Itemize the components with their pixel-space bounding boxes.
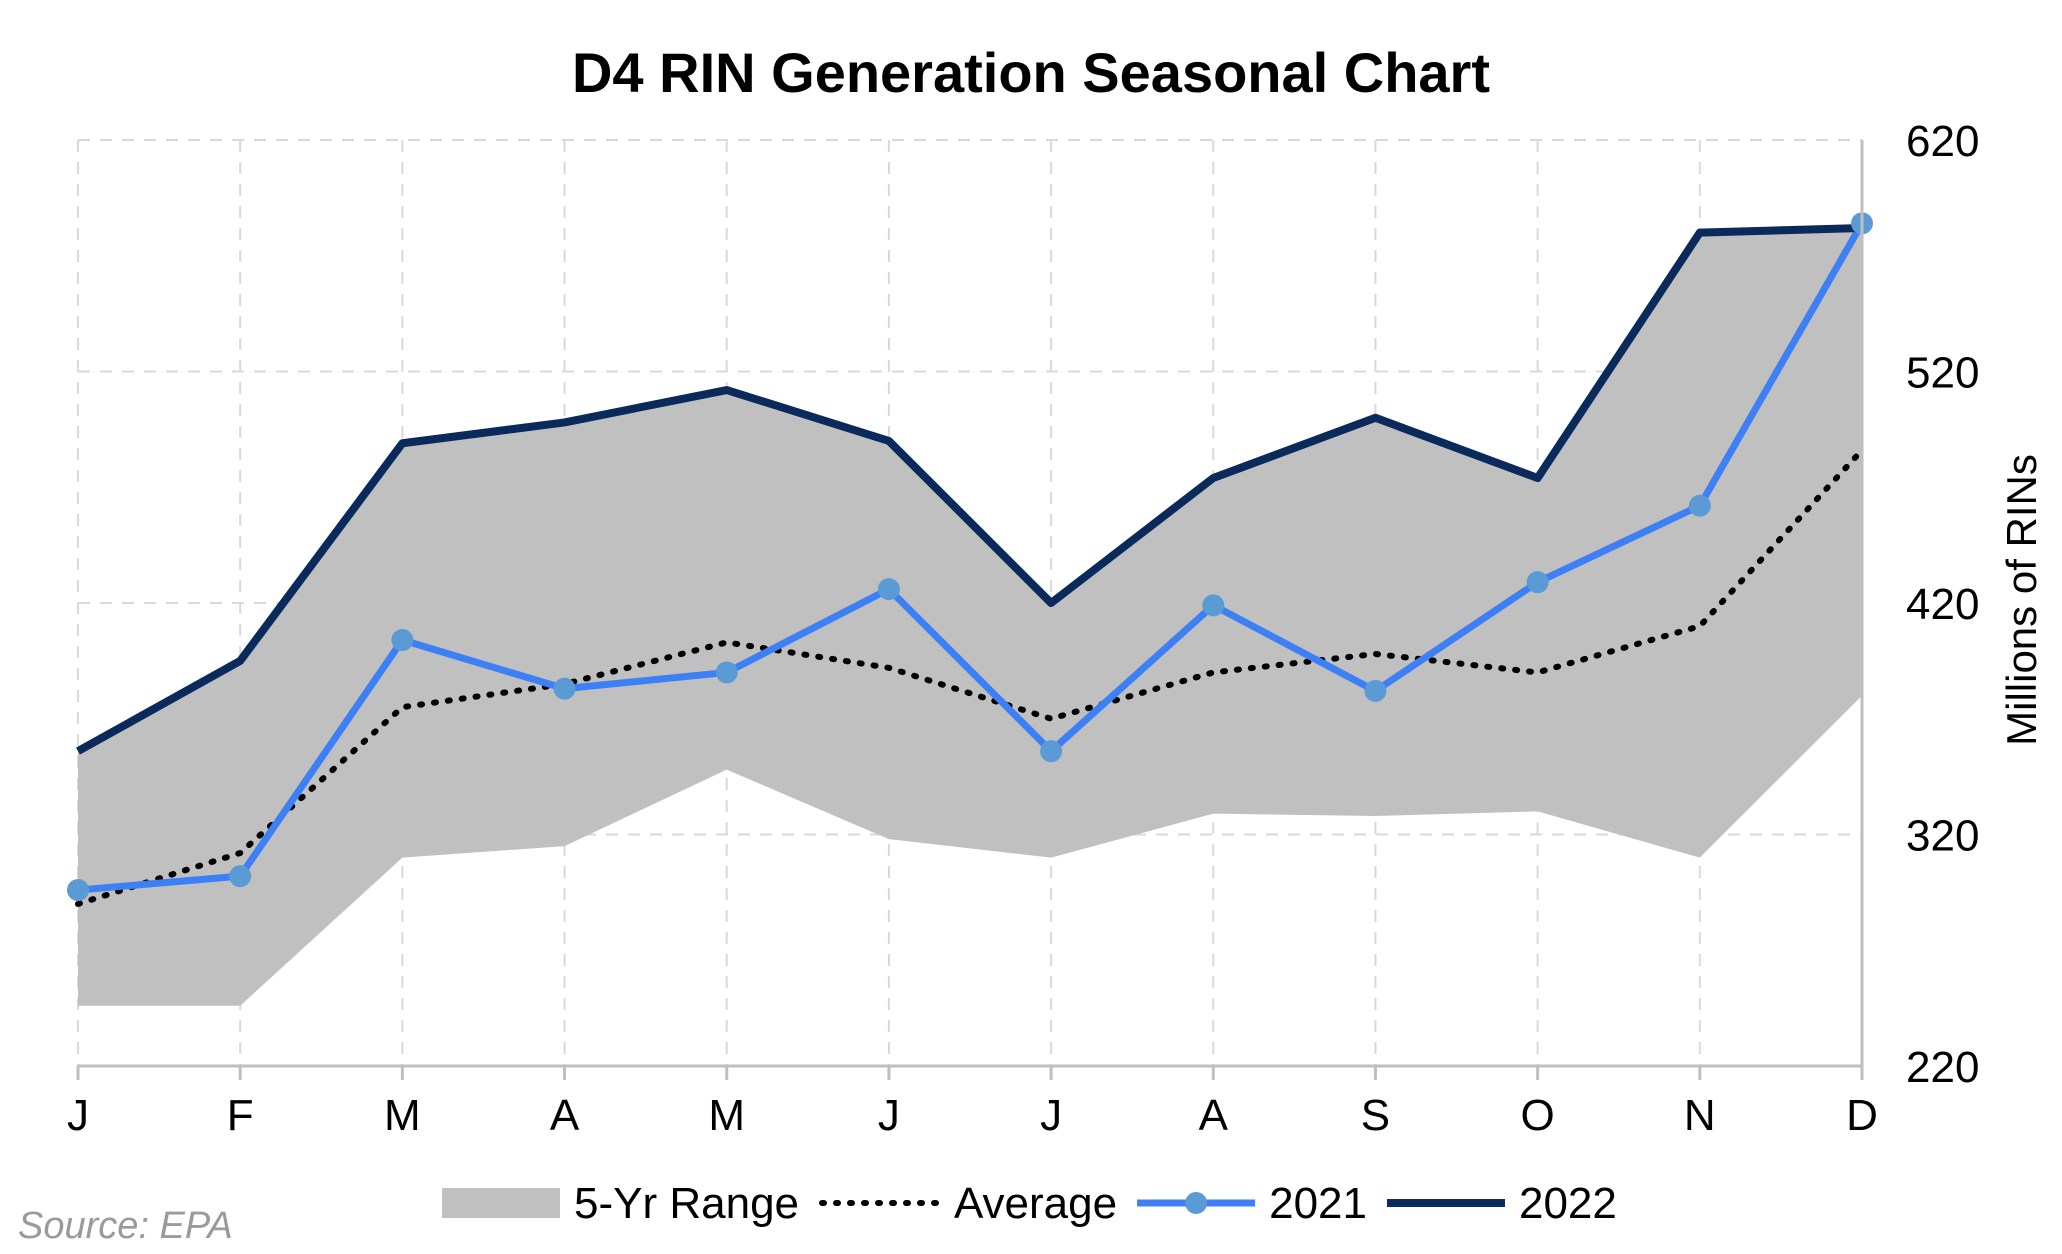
data-point-2021 — [553, 677, 576, 700]
data-point-2021 — [391, 629, 414, 652]
data-point-2021 — [877, 578, 900, 601]
data-point-2021 — [1364, 679, 1387, 702]
series-line-2022 — [76, 223, 1863, 755]
legend-label-2022: 2022 — [1519, 1179, 1617, 1228]
data-point-2021 — [1040, 740, 1063, 763]
series-line-2021 — [77, 221, 1866, 894]
y-tick-label: 220 — [1906, 1043, 1979, 1092]
data-point-2021 — [1526, 571, 1549, 594]
y-tick-label: 320 — [1906, 812, 1979, 861]
data-point-2021 — [1202, 594, 1225, 617]
range-area — [78, 227, 1862, 1006]
legend-marker-2021 — [1185, 1192, 1208, 1214]
x-tick-label: J — [67, 1091, 89, 1140]
data-point-2021 — [715, 661, 738, 684]
x-tick-label: J — [878, 1091, 900, 1140]
series-line-average — [75, 447, 1865, 907]
x-tick-label: M — [708, 1091, 745, 1140]
source-note: Source: EPA — [18, 1205, 233, 1247]
y-axis-label: Millions of RINs — [1998, 454, 2045, 746]
x-tick-label: A — [1199, 1091, 1229, 1140]
legend-label-average: Average — [954, 1179, 1117, 1228]
y-tick-label: 520 — [1906, 349, 1979, 398]
x-tick-label: O — [1521, 1091, 1555, 1140]
y-tick-label: 420 — [1906, 580, 1979, 629]
legend-label-2021: 2021 — [1269, 1179, 1367, 1228]
x-tick-label: J — [1040, 1091, 1062, 1140]
data-point-2021 — [67, 879, 89, 902]
legend-label-range: 5-Yr Range — [574, 1179, 799, 1228]
legend-swatch-range — [442, 1188, 560, 1218]
area-layer — [78, 227, 1862, 1006]
tick-layer: J F M A M J J A S O N D 220 320 420 520 620 — [67, 117, 1979, 1140]
x-tick-label: S — [1361, 1091, 1390, 1140]
x-tick-label: N — [1684, 1091, 1716, 1140]
x-tick-label: D — [1846, 1091, 1878, 1140]
axis-layer — [76, 140, 1864, 1080]
x-tick-label: M — [384, 1091, 421, 1140]
line-layer — [67, 212, 1873, 907]
x-tick-label: A — [550, 1091, 580, 1140]
y-tick-label: 620 — [1906, 117, 1979, 166]
data-point-2021 — [1688, 494, 1711, 517]
data-point-2021 — [229, 865, 252, 888]
chart-title: D4 RIN Generation Seasonal Chart — [572, 41, 1490, 104]
legend: 5-Yr Range Average 2021 2022 — [442, 1179, 1617, 1228]
x-tick-label: F — [227, 1091, 254, 1140]
